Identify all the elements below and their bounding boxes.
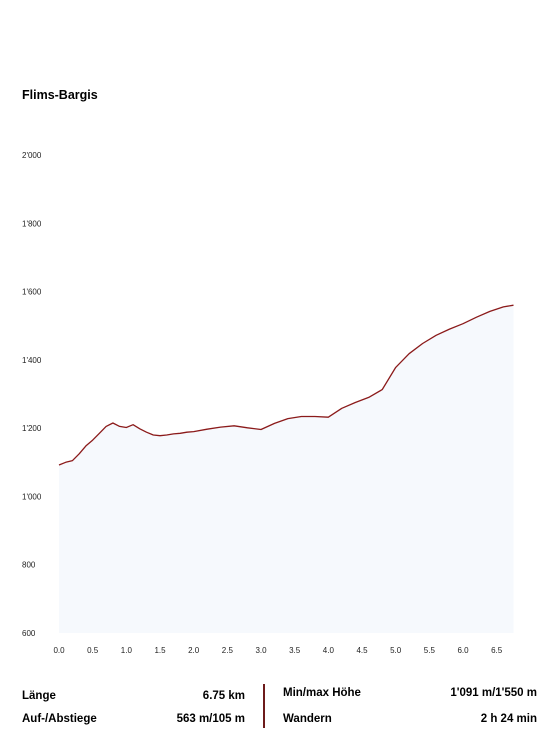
plot-area: [58, 304, 514, 633]
min-max-altitude-label: Min/max Höhe: [283, 687, 361, 699]
stats-divider: [263, 684, 265, 728]
x-tick-label: 0.0: [53, 646, 65, 655]
x-tick-label: 4.0: [323, 646, 335, 655]
y-tick-label: 2'000: [22, 151, 42, 160]
length-label: Länge: [22, 690, 56, 702]
y-axis-ticks: 600 800 1'000 1'200 1'400 1'600 1'800 2'000: [22, 151, 42, 638]
x-tick-label: 4.5: [356, 646, 368, 655]
elevation-profile-chart: 600 800 1'000 1'200 1'400 1'600 1'800 2'000 0.0…: [22, 151, 514, 655]
y-tick-label: 1'400: [22, 356, 42, 365]
x-tick-label: 5.0: [390, 646, 402, 655]
x-tick-label: 6.5: [491, 646, 503, 655]
y-tick-label: 1'800: [22, 219, 42, 228]
y-tick-label: 800: [22, 561, 36, 570]
ascent-descent-label: Auf-/Abstiege: [22, 713, 97, 725]
hiking-time-value: 2 h 24 min: [480, 713, 537, 725]
x-tick-label: 0.5: [87, 646, 99, 655]
x-tick-label: 3.5: [289, 646, 301, 655]
x-tick-label: 3.0: [255, 646, 267, 655]
x-tick-label: 6.0: [457, 646, 469, 655]
x-tick-label: 1.5: [154, 646, 166, 655]
ascent-descent-value: 563 m/105 m: [176, 713, 245, 725]
chart-title: Flims-Bargis: [22, 88, 98, 102]
y-tick-label: 1'200: [22, 424, 42, 433]
hiking-time-label: Wandern: [283, 713, 332, 725]
y-tick-label: 1'600: [22, 288, 42, 297]
min-max-altitude-value: 1'091 m/1'550 m: [450, 687, 537, 699]
length-value: 6.75 km: [202, 690, 245, 702]
x-tick-label: 1.0: [121, 646, 133, 655]
y-tick-label: 1'000: [22, 492, 42, 501]
x-tick-label: 2.5: [222, 646, 234, 655]
x-tick-label: 2.0: [188, 646, 200, 655]
elevation-area: [59, 305, 514, 633]
y-tick-label: 600: [22, 629, 36, 638]
x-tick-label: 5.5: [424, 646, 436, 655]
elevation-line: [58, 304, 514, 466]
x-axis-ticks: 0.0 0.5 1.0 1.5 2.0 2.5 3.0 3.5 4.0 4.5 5.0 5.5 6.0 6…: [53, 646, 502, 655]
